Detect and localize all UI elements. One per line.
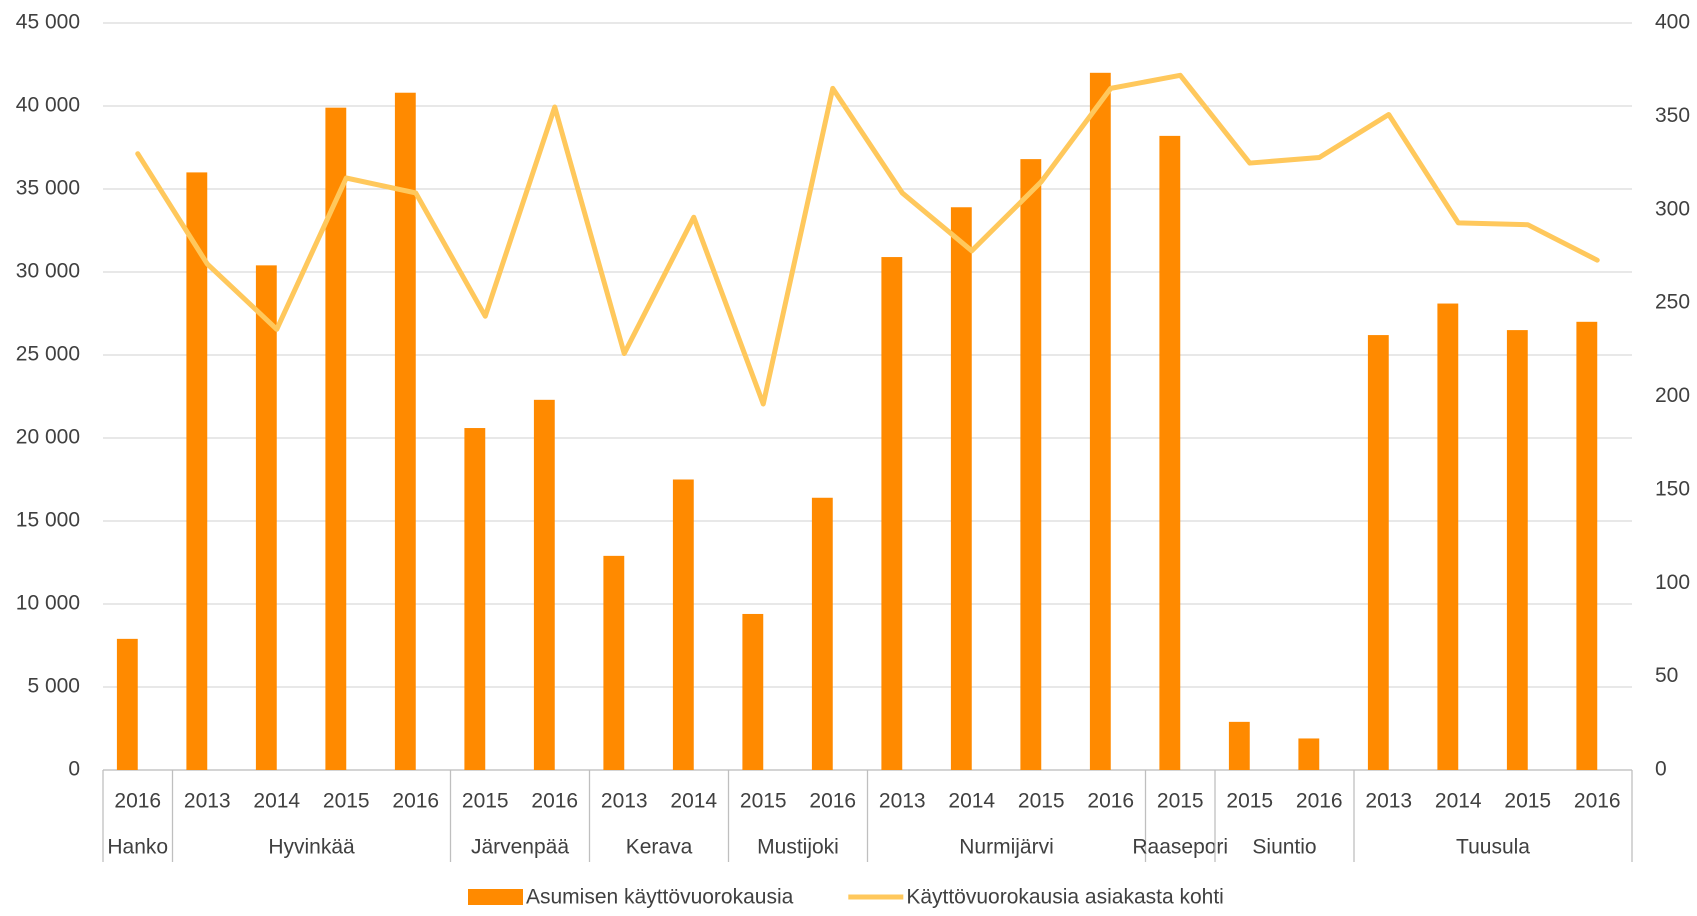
bar bbox=[186, 172, 208, 770]
bar bbox=[1437, 303, 1459, 770]
y-tick-label: 30 000 bbox=[16, 260, 80, 283]
group-label: Siuntio bbox=[1252, 836, 1316, 859]
x-tick-label: 2015 bbox=[1157, 790, 1204, 813]
x-tick-label: 2016 bbox=[1574, 790, 1621, 813]
bar bbox=[1020, 159, 1042, 770]
bar bbox=[1367, 335, 1389, 770]
group-label: Järvenpää bbox=[471, 836, 569, 859]
bar bbox=[672, 479, 694, 770]
bar bbox=[1576, 321, 1598, 770]
bar bbox=[255, 265, 277, 770]
bar bbox=[1159, 135, 1181, 770]
group-label: Hanko bbox=[107, 836, 168, 859]
y2-tick-label: 50 bbox=[1655, 664, 1678, 687]
x-tick-label: 2014 bbox=[1435, 790, 1482, 813]
bar bbox=[116, 638, 138, 770]
group-label: Kerava bbox=[626, 836, 693, 859]
y2-tick-label: 300 bbox=[1655, 197, 1690, 220]
y2-tick-label: 150 bbox=[1655, 477, 1690, 500]
bar bbox=[1506, 330, 1528, 770]
x-tick-label: 2014 bbox=[253, 790, 300, 813]
x-tick-label: 2014 bbox=[948, 790, 995, 813]
x-tick-label: 2015 bbox=[1018, 790, 1065, 813]
x-tick-label: 2016 bbox=[114, 790, 161, 813]
bar bbox=[742, 613, 764, 770]
group-label: Mustijoki bbox=[757, 836, 839, 859]
x-tick-label: 2016 bbox=[392, 790, 439, 813]
group-label: Tuusula bbox=[1456, 836, 1530, 859]
x-tick-label: 2015 bbox=[323, 790, 370, 813]
y-tick-label: 35 000 bbox=[16, 177, 80, 200]
bar bbox=[1228, 721, 1250, 770]
bar bbox=[1089, 72, 1111, 771]
bar bbox=[394, 92, 416, 771]
x-tick-label: 2016 bbox=[1087, 790, 1134, 813]
bar bbox=[603, 555, 625, 770]
group-label: Hyvinkää bbox=[268, 836, 355, 859]
y2-tick-label: 200 bbox=[1655, 384, 1690, 407]
x-tick-label: 2015 bbox=[1226, 790, 1273, 813]
legend-swatch bbox=[468, 889, 523, 905]
y-tick-label: 0 bbox=[68, 758, 80, 781]
y-tick-label: 5 000 bbox=[27, 675, 80, 698]
bar bbox=[811, 497, 833, 770]
y2-tick-label: 0 bbox=[1655, 758, 1667, 781]
bar bbox=[464, 428, 486, 770]
x-tick-label: 2015 bbox=[740, 790, 787, 813]
y-tick-label: 45 000 bbox=[16, 11, 80, 34]
bar bbox=[325, 107, 347, 770]
group-label: Raasepori bbox=[1132, 836, 1228, 859]
bar bbox=[881, 257, 903, 770]
group-label: Nurmijärvi bbox=[959, 836, 1054, 859]
x-tick-label: 2013 bbox=[184, 790, 231, 813]
legend-label: Käyttövuorokausia asiakasta kohti bbox=[906, 886, 1224, 909]
bar bbox=[1298, 738, 1320, 770]
bar bbox=[950, 207, 972, 770]
y-tick-label: 10 000 bbox=[16, 592, 80, 615]
y-tick-label: 15 000 bbox=[16, 509, 80, 532]
x-tick-label: 2013 bbox=[879, 790, 926, 813]
x-tick-label: 2015 bbox=[1504, 790, 1551, 813]
x-tick-label: 2015 bbox=[462, 790, 509, 813]
x-tick-label: 2016 bbox=[1296, 790, 1343, 813]
y2-tick-label: 400 bbox=[1655, 11, 1690, 34]
x-tick-label: 2014 bbox=[670, 790, 717, 813]
line bbox=[135, 72, 1600, 407]
x-tick-label: 2016 bbox=[809, 790, 856, 813]
y2-tick-label: 350 bbox=[1655, 104, 1690, 127]
x-tick-label: 2013 bbox=[1365, 790, 1412, 813]
y2-tick-label: 100 bbox=[1655, 571, 1690, 594]
legend-label: Asumisen käyttövuorokausia bbox=[526, 886, 794, 909]
y-tick-label: 40 000 bbox=[16, 94, 80, 117]
x-tick-label: 2016 bbox=[531, 790, 578, 813]
y-tick-label: 20 000 bbox=[16, 426, 80, 449]
y2-tick-label: 250 bbox=[1655, 291, 1690, 314]
y-tick-label: 25 000 bbox=[16, 343, 80, 366]
x-tick-label: 2013 bbox=[601, 790, 648, 813]
bar bbox=[533, 399, 555, 770]
